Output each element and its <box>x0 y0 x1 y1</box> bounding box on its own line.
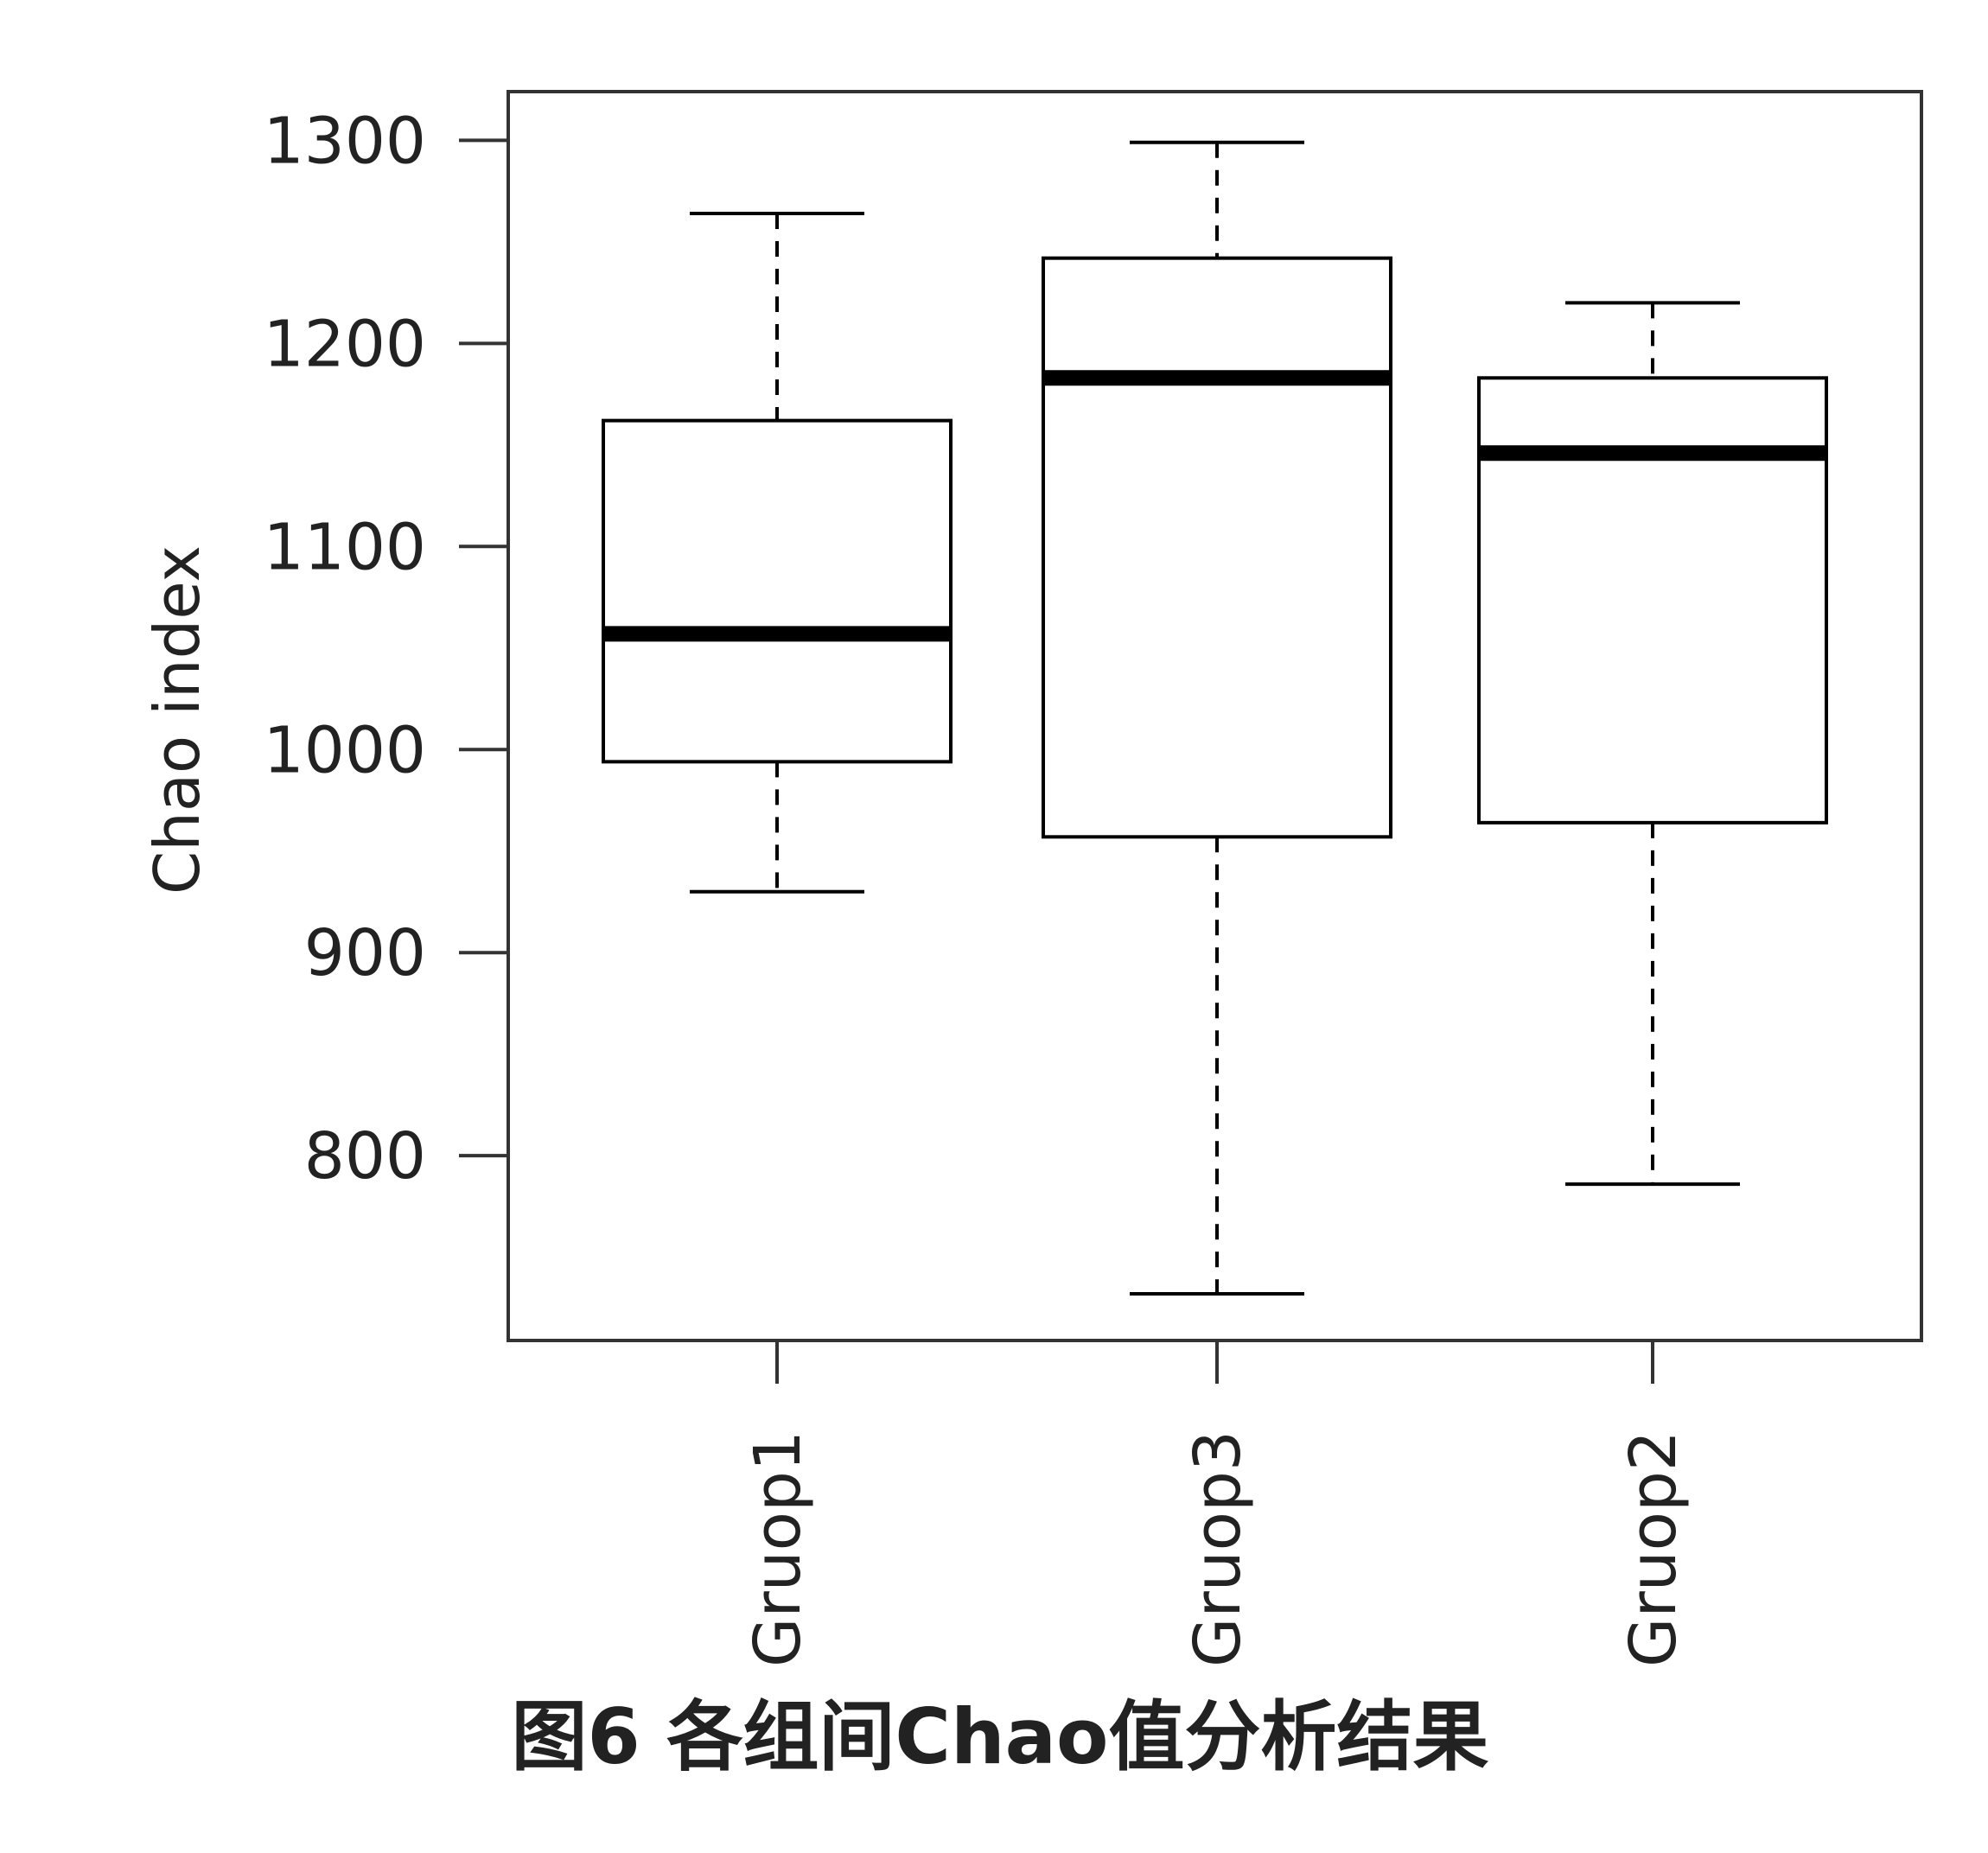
box <box>602 418 953 764</box>
y-tick-label: 1100 <box>264 510 426 584</box>
y-tick-label: 900 <box>304 916 426 990</box>
caption: 图6 各组间Chao值分析结果 <box>512 1692 1489 1781</box>
x-tick-label: Gruop2 <box>1616 1430 1691 1667</box>
x-tick-label: Gruop3 <box>1181 1430 1255 1667</box>
y-tick-label: 1200 <box>264 307 426 381</box>
y-tick-label: 1000 <box>264 713 426 787</box>
box <box>1042 256 1392 839</box>
y-tick-label: 800 <box>304 1119 426 1194</box>
box <box>1477 376 1828 825</box>
x-tick-label: Gruop1 <box>741 1430 815 1667</box>
y-axis-label: Chao index <box>141 545 213 895</box>
y-tick-label: 1300 <box>264 104 426 178</box>
plot-frame <box>507 90 1923 1342</box>
